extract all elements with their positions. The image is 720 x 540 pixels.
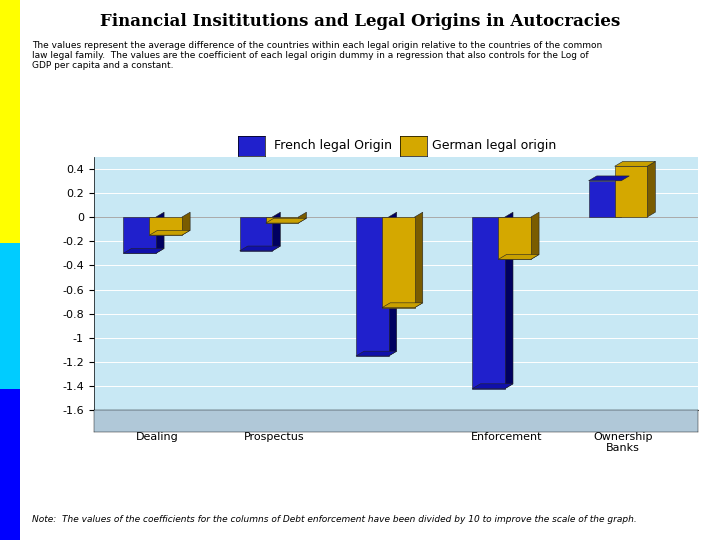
Polygon shape — [647, 161, 655, 217]
Polygon shape — [498, 254, 539, 259]
Text: French legal Origin: French legal Origin — [274, 139, 392, 152]
Polygon shape — [182, 212, 190, 235]
Polygon shape — [240, 246, 280, 251]
Polygon shape — [266, 218, 307, 223]
Polygon shape — [298, 212, 307, 223]
Polygon shape — [531, 212, 539, 259]
Polygon shape — [621, 176, 629, 217]
Polygon shape — [472, 384, 513, 389]
Bar — [123, 217, 156, 253]
Text: Financial Insititutions and Legal Origins in Autocracies: Financial Insititutions and Legal Origin… — [100, 14, 620, 30]
Bar — [589, 181, 621, 217]
Bar — [498, 217, 531, 259]
Polygon shape — [272, 212, 280, 251]
Polygon shape — [123, 248, 164, 253]
Polygon shape — [615, 161, 655, 166]
Text: German legal origin: German legal origin — [432, 139, 557, 152]
Polygon shape — [150, 231, 190, 235]
Bar — [615, 166, 647, 217]
Text: Note:  The values of the coefficients for the columns of Debt enforcement have b: Note: The values of the coefficients for… — [32, 515, 637, 524]
Polygon shape — [382, 303, 423, 308]
Polygon shape — [389, 212, 397, 356]
Polygon shape — [356, 351, 397, 356]
Polygon shape — [505, 212, 513, 389]
Polygon shape — [415, 212, 423, 308]
Bar — [382, 217, 415, 308]
Bar — [266, 217, 298, 223]
Polygon shape — [156, 212, 164, 253]
Polygon shape — [589, 176, 629, 181]
Text: The values represent the average difference of the countries within each legal o: The values represent the average differe… — [32, 40, 603, 70]
Bar — [240, 217, 272, 251]
Bar — [150, 217, 182, 235]
Bar — [472, 217, 505, 389]
Bar — [356, 217, 389, 356]
